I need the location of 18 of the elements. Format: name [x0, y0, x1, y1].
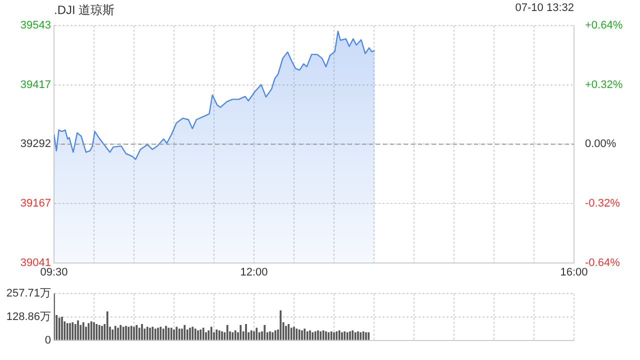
y-tick-label: 257.71万 [6, 288, 51, 300]
y-tick-label: 0 [44, 334, 51, 346]
y2-tick-label: 0.00% [585, 138, 616, 150]
x-tick-label: 09:30 [40, 266, 68, 278]
y-tick-label: 39292 [20, 138, 51, 150]
x-tick-label: 16:00 [560, 266, 588, 278]
text: 07-10 13:32 [515, 2, 574, 14]
y-tick-label: 39041 [20, 256, 51, 269]
y2-tick-label: +0.64% [585, 20, 623, 32]
y-tick-label: 39543 [20, 20, 51, 32]
y2-tick-label: -0.32% [585, 198, 620, 210]
y2-tick-label: -0.64% [585, 256, 620, 269]
y-tick-label: 39167 [20, 197, 51, 210]
x-tick-label: 12:00 [240, 266, 268, 278]
y-tick-label: 128.86万 [6, 311, 51, 324]
chart-title: .DJI 道琼斯 [54, 2, 115, 19]
y2-tick-label: +0.32% [585, 78, 623, 91]
y-tick-label: 39417 [20, 79, 51, 92]
